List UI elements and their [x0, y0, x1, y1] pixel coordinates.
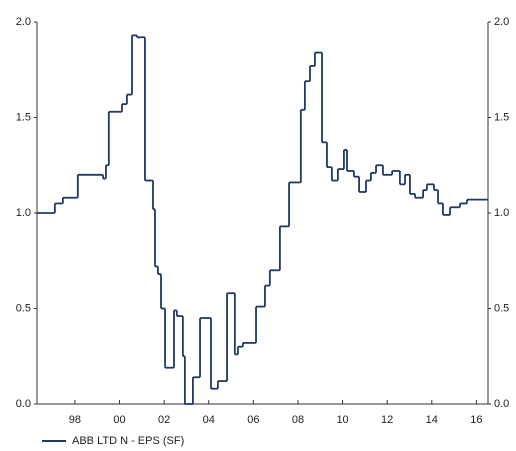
y-tick-label: 1.0	[16, 207, 31, 219]
x-tick-label: 04	[203, 414, 215, 426]
x-tick-label: 06	[247, 414, 259, 426]
x-tick-label: 00	[113, 414, 125, 426]
x-tick-label: 08	[292, 414, 304, 426]
y-tick-label: 0.5	[16, 302, 31, 314]
x-tick-label: 02	[158, 414, 170, 426]
y2-tick-label: 1.0	[494, 207, 509, 219]
x-tick-label: 10	[336, 414, 348, 426]
legend-label: ABB LTD N - EPS (SF)	[72, 435, 184, 447]
y-tick-label: 0.0	[16, 398, 31, 410]
y-tick-label: 1.5	[16, 111, 31, 123]
x-tick-label: 16	[470, 414, 482, 426]
x-tick-label: 98	[69, 414, 81, 426]
y2-tick-label: 0.0	[494, 398, 509, 410]
x-tick-label: 14	[426, 414, 438, 426]
y-tick-label: 2.0	[16, 16, 31, 28]
y2-tick-label: 2.0	[494, 16, 509, 28]
y2-tick-label: 0.5	[494, 302, 509, 314]
y2-tick-label: 1.5	[494, 111, 509, 123]
x-tick-label: 12	[381, 414, 393, 426]
